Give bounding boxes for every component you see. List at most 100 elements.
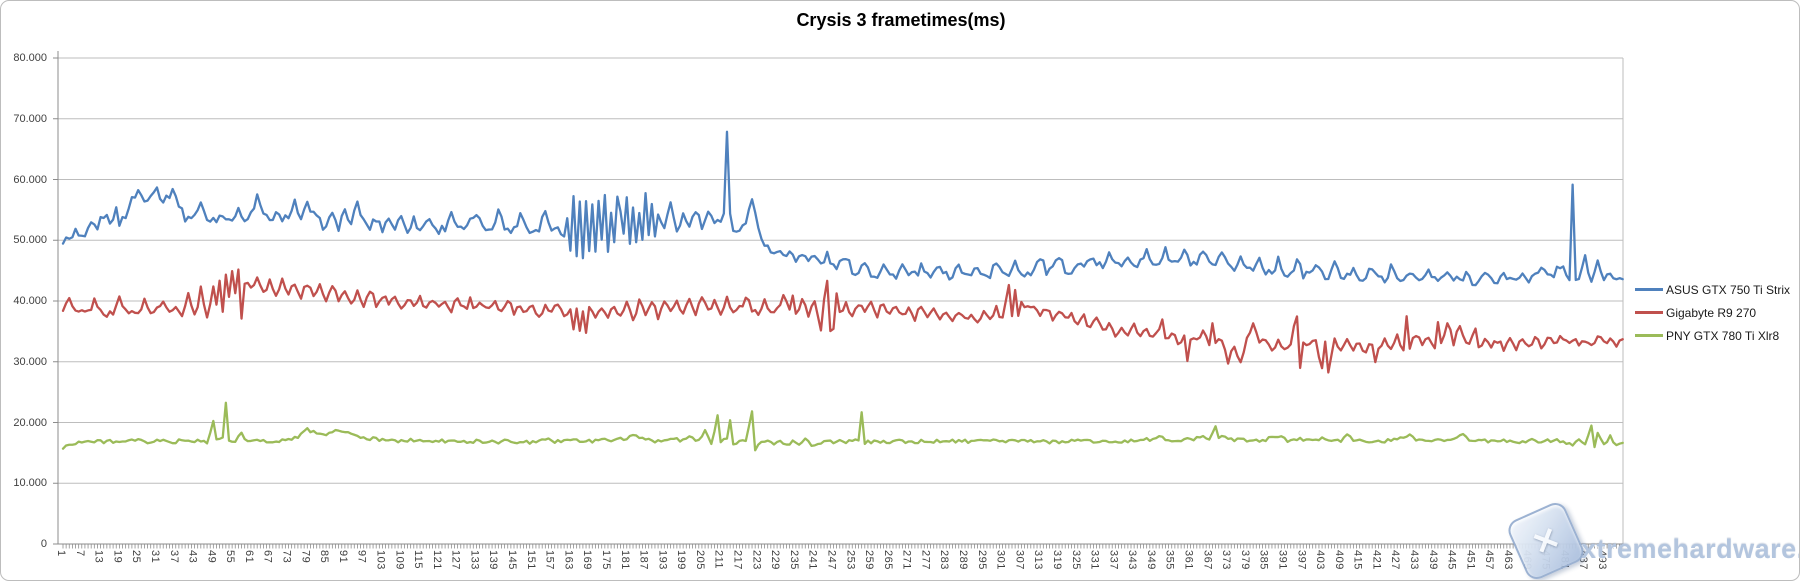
- x-axis-label: 295: [975, 550, 988, 570]
- legend-item: PNY GTX 780 Ti Xlr8: [1635, 324, 1790, 347]
- x-axis-label: 73: [280, 550, 293, 564]
- x-axis-label: 385: [1257, 550, 1270, 570]
- series-line-asus-gtx-750-ti-strix: [61, 130, 1624, 287]
- x-axis-label: 397: [1295, 550, 1308, 570]
- x-axis-label: 31: [148, 550, 161, 564]
- legend-item: ASUS GTX 750 Ti Strix: [1635, 278, 1790, 301]
- x-axis-label: 457: [1483, 550, 1496, 570]
- x-axis-label: 373: [1220, 550, 1233, 570]
- x-axis-label: 163: [562, 550, 575, 570]
- y-axis-label: 10.000: [13, 477, 47, 490]
- x-axis-label: 1: [55, 550, 67, 557]
- x-axis-label: 487: [1577, 550, 1590, 570]
- y-axis-label: 70.000: [13, 112, 47, 125]
- x-axis-label: 19: [111, 550, 124, 564]
- x-axis-label: 391: [1276, 550, 1289, 570]
- x-axis-label: 337: [1107, 550, 1120, 570]
- x-axis-label: 463: [1501, 550, 1514, 570]
- x-axis-label: 175: [599, 550, 612, 570]
- x-axis-label: 349: [1144, 550, 1157, 570]
- x-axis-label: 157: [543, 550, 556, 570]
- x-axis-label: 25: [130, 550, 143, 564]
- x-axis-label: 55: [224, 550, 237, 564]
- x-axis-label: 403: [1314, 550, 1327, 570]
- legend: ASUS GTX 750 Ti Strix Gigabyte R9 270 PNY …: [1635, 278, 1790, 347]
- x-axis-label: 181: [618, 550, 631, 570]
- x-axis-label: 13: [92, 550, 105, 564]
- x-axis-label: 361: [1182, 550, 1195, 570]
- chart-title: Crysis 3 frametimes(ms): [796, 10, 1006, 30]
- x-axis-label: 7: [73, 550, 86, 557]
- x-axis-label: 79: [299, 550, 312, 564]
- x-axis-label: 211: [712, 550, 725, 570]
- x-axis-label: 61: [242, 550, 255, 564]
- legend-line-swatch: [1635, 311, 1663, 314]
- x-axis-label: 85: [318, 550, 331, 564]
- x-axis-label: 115: [412, 550, 425, 570]
- x-axis-label: 205: [693, 550, 706, 570]
- x-axis-label: 379: [1238, 550, 1251, 570]
- x-axis-label: 187: [637, 550, 650, 570]
- x-axis-label: 139: [487, 550, 500, 570]
- x-axis-label: 217: [731, 550, 744, 570]
- legend-label: PNY GTX 780 Ti Xlr8: [1666, 328, 1780, 343]
- x-axis-label: 235: [787, 550, 800, 570]
- x-axis-label: 229: [769, 550, 782, 570]
- x-axis-label: 319: [1050, 550, 1063, 570]
- x-axis-label: 409: [1332, 550, 1345, 570]
- y-axis-label: 50.000: [13, 234, 47, 247]
- x-axis-label: 121: [430, 550, 443, 570]
- x-axis-label: 259: [863, 550, 876, 570]
- x-axis-label: 289: [957, 550, 970, 570]
- x-axis-label: 97: [355, 550, 368, 564]
- x-axis-label: 133: [468, 550, 481, 570]
- x-axis-label: 151: [524, 550, 537, 570]
- x-axis-label: 109: [393, 550, 406, 570]
- x-axis-label: 415: [1351, 550, 1364, 570]
- x-axis-label: 493: [1595, 550, 1608, 570]
- x-axis-label: 481: [1558, 550, 1571, 570]
- x-axis-label: 277: [919, 550, 932, 570]
- series-line-gigabyte-r9-270: [61, 268, 1624, 374]
- x-axis-label: 43: [186, 550, 199, 564]
- legend-label: ASUS GTX 750 Ti Strix: [1666, 282, 1791, 297]
- y-axis-label: 40.000: [13, 295, 47, 307]
- y-axis-label: 60.000: [13, 173, 47, 186]
- x-axis-label: 283: [938, 550, 951, 570]
- legend-line-swatch: [1635, 288, 1663, 291]
- x-axis-label: 445: [1445, 550, 1458, 570]
- x-axis-label: 307: [1013, 550, 1026, 570]
- x-axis-label: 37: [167, 550, 180, 564]
- x-axis-label: 265: [881, 550, 894, 570]
- y-axis-label: 30.000: [13, 355, 47, 368]
- x-axis-label: 169: [581, 550, 594, 570]
- x-axis-label: 253: [844, 550, 857, 570]
- x-axis-label: 247: [825, 550, 838, 570]
- x-axis-label: 367: [1201, 550, 1214, 570]
- x-axis-label: 427: [1389, 550, 1402, 570]
- legend-line-swatch: [1635, 334, 1663, 337]
- x-axis-label: 49: [205, 550, 218, 564]
- x-axis-label: 355: [1163, 550, 1176, 570]
- x-axis-label: 103: [374, 550, 387, 570]
- x-axis-label: 475: [1539, 550, 1552, 570]
- series-line-pny-gtx-780-ti-xlr8: [61, 401, 1624, 452]
- x-axis-label: 433: [1408, 550, 1421, 570]
- x-axis-label: 127: [449, 550, 462, 570]
- x-axis-label: 271: [900, 550, 913, 570]
- x-axis-label: 421: [1370, 550, 1383, 570]
- x-axis-label: 451: [1464, 550, 1477, 570]
- x-axis-label: 331: [1088, 550, 1101, 570]
- x-axis-label: 343: [1126, 550, 1139, 570]
- y-axis-label: 20.000: [13, 416, 47, 429]
- y-axis-label: 0: [40, 538, 47, 550]
- x-axis-label: 67: [261, 550, 274, 564]
- y-axis-label: 80.000: [13, 52, 47, 64]
- x-axis-label: 223: [750, 550, 763, 570]
- x-axis-label: 241: [806, 550, 819, 570]
- x-axis-label: 325: [1069, 550, 1082, 570]
- x-axis-label: 313: [1032, 550, 1045, 570]
- x-axis-label: 439: [1426, 550, 1439, 570]
